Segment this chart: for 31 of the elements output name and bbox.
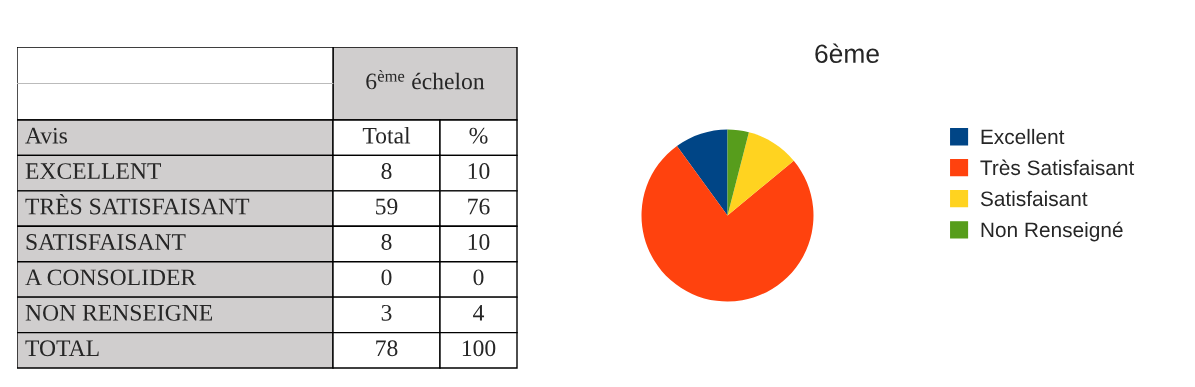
text: 6$^{ème}$ échelon (366, 70, 485, 90)
pie-slice (641, 145, 814, 302)
category-label: TOTAL (25, 340, 99, 357)
legend-label: Satisfaisant (980, 190, 1088, 207)
pie-slice (727, 129, 749, 216)
category-label: Total (362, 127, 411, 144)
category-label: TRÈS SATISFAISANT (25, 194, 250, 215)
category-label: NON RENSEIGNE (25, 304, 213, 321)
category-label: SATISFAISANT (26, 234, 186, 250)
category-label: EXCELLENT (25, 163, 161, 180)
chart-title: 6ème (815, 43, 879, 64)
text: 78 (376, 340, 398, 357)
text: 10 (468, 163, 490, 180)
pie-slice (676, 129, 728, 216)
text: 8 (381, 233, 392, 250)
text: 100 (462, 340, 496, 357)
category-label: A CONSOLIDER (25, 269, 197, 286)
legend-label: Excellent (981, 128, 1065, 145)
text: 4 (473, 304, 485, 321)
text: 59 (376, 198, 398, 215)
legend-label: Très Satisfaisant (980, 159, 1135, 176)
text: 0 (473, 269, 484, 286)
text: 8 (381, 163, 392, 180)
category-label: Avis (25, 127, 68, 144)
text: 76 (468, 198, 490, 215)
text: 0 (381, 269, 392, 286)
legend-label: Non Renseigné (981, 221, 1123, 242)
text: 3 (381, 304, 392, 321)
text: 10 (468, 233, 490, 250)
pie-slice (727, 132, 794, 216)
category-label: % (469, 127, 488, 144)
